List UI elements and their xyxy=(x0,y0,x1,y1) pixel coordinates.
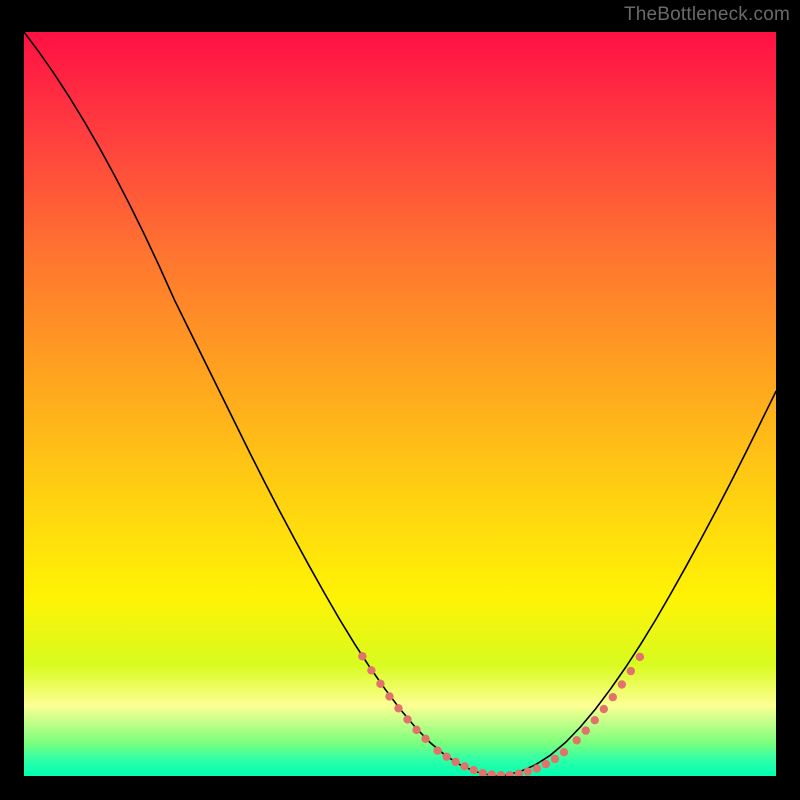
marker-dot xyxy=(433,747,441,755)
marker-dot xyxy=(591,716,599,724)
attribution-text: TheBottleneck.com xyxy=(624,4,790,26)
marker-dot xyxy=(533,764,541,772)
marker-dot xyxy=(451,758,459,766)
marker-dot xyxy=(560,748,568,756)
chart-svg xyxy=(24,32,776,776)
marker-dot xyxy=(582,726,590,734)
marker-dot xyxy=(421,735,429,743)
marker-dot xyxy=(394,704,402,712)
marker-dot xyxy=(412,726,420,734)
marker-dot xyxy=(367,666,375,674)
marker-dot xyxy=(542,760,550,768)
marker-dot xyxy=(460,762,468,770)
marker-dot xyxy=(573,736,581,744)
marker-dot xyxy=(600,705,608,713)
marker-dot xyxy=(627,667,635,675)
marker-dot xyxy=(636,653,644,661)
figure-stage: TheBottleneck.com xyxy=(0,0,800,800)
marker-dot xyxy=(618,680,626,688)
marker-dot xyxy=(403,715,411,723)
plot-area xyxy=(24,32,776,776)
marker-dot xyxy=(442,752,450,760)
marker-dot xyxy=(376,680,384,688)
marker-dot xyxy=(385,692,393,700)
marker-dot xyxy=(470,766,478,774)
marker-dot xyxy=(524,767,532,775)
plot-background xyxy=(24,32,776,776)
marker-dot xyxy=(551,755,559,763)
marker-dot xyxy=(609,693,617,701)
marker-dot xyxy=(358,652,366,660)
